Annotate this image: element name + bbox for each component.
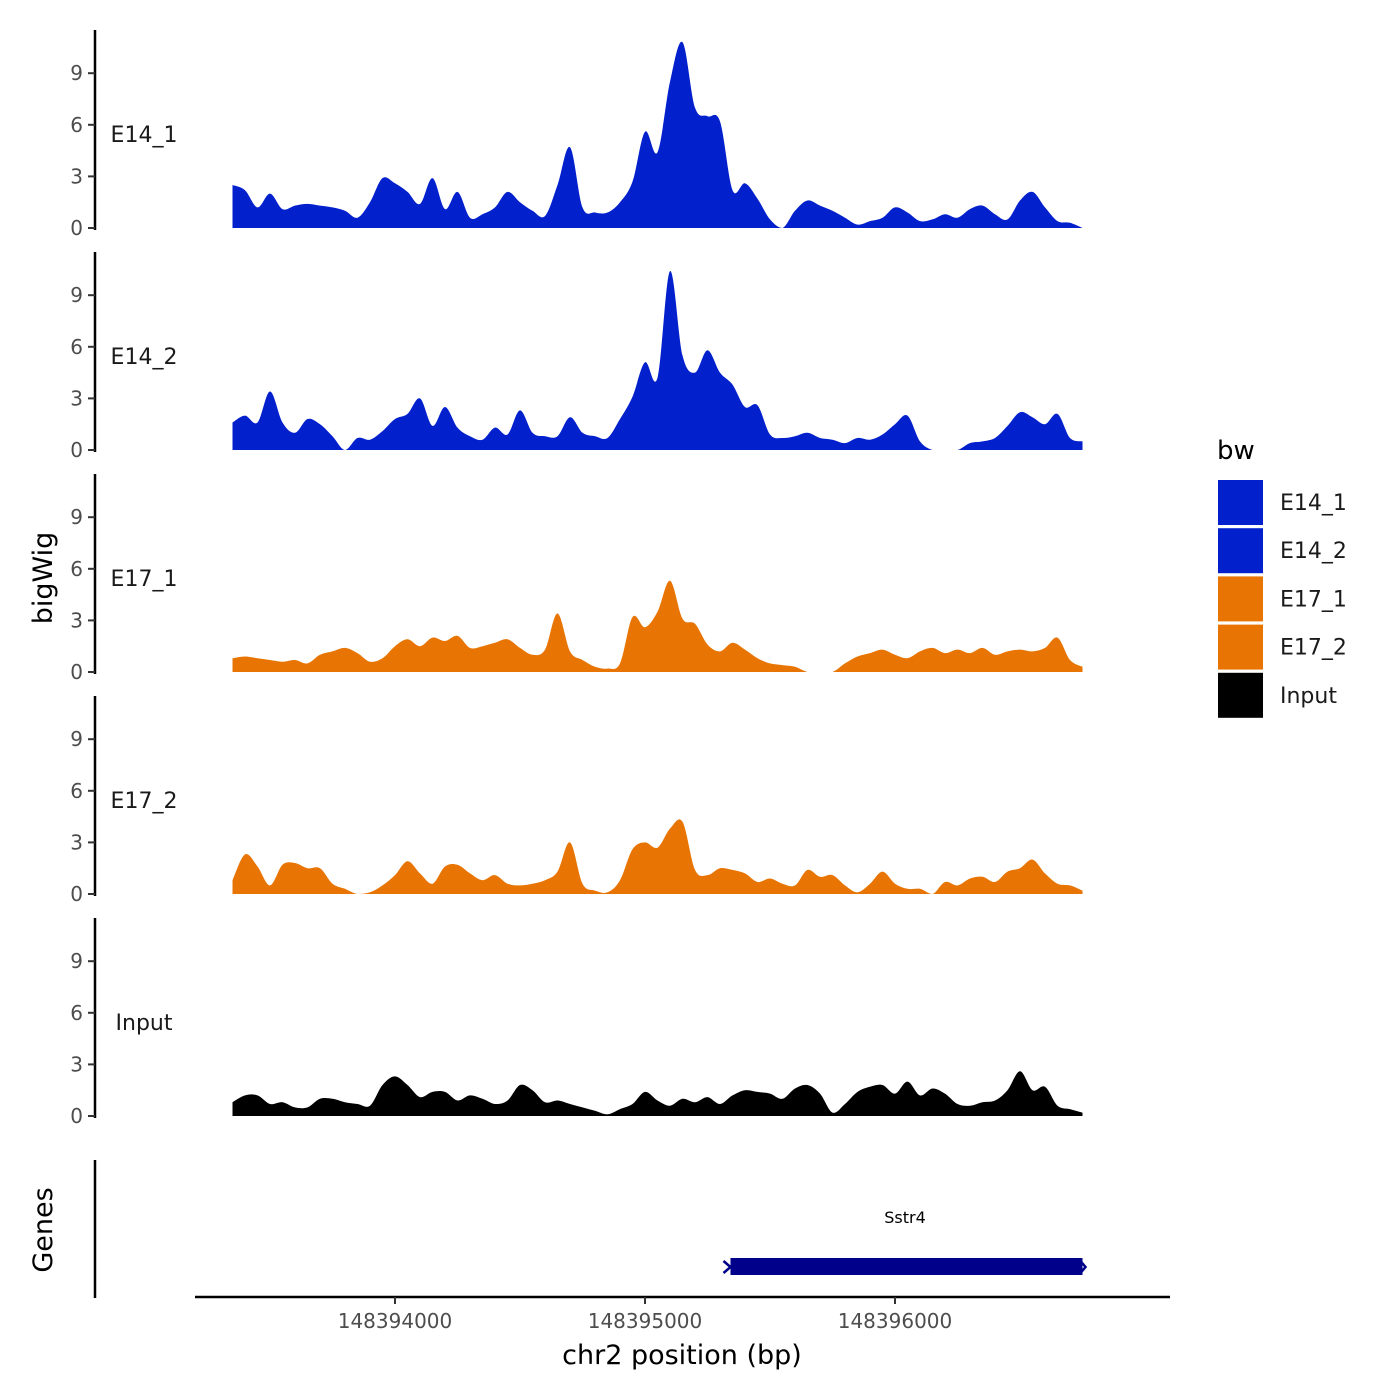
coverage-area-E17_2 (232, 819, 1083, 894)
y-tick-label: 3 (70, 830, 83, 854)
legend-item-E14_2: E14_2 (1218, 528, 1347, 574)
track-label: E14_1 (111, 123, 178, 148)
gene-body (730, 1258, 1083, 1275)
y-tick-label: 0 (70, 660, 83, 684)
x-tick-label: 148395000 (588, 1309, 703, 1333)
track-E14_2: 0 3 6 9 E14_2 (70, 252, 1083, 462)
y-tick-label: 6 (70, 113, 83, 137)
coverage-area-Input (232, 1071, 1083, 1116)
legend-swatch (1218, 528, 1263, 574)
track-E17_2: 0 3 6 9 E17_2 (70, 696, 1083, 906)
y-tick-label: 0 (70, 882, 83, 906)
y-tick-label: 3 (70, 386, 83, 410)
track-label: Input (116, 1011, 173, 1036)
y-tick-label: 6 (70, 557, 83, 581)
y-tick-label: 3 (70, 164, 83, 188)
legend-label: E17_1 (1280, 587, 1347, 612)
gene-track: Sstr4 (93, 1160, 1088, 1298)
y-tick-label: 0 (70, 216, 83, 240)
x-tick-label: 148396000 (838, 1309, 953, 1333)
legend: bw E14_1 E14_2 E17_1 E17_2 Input (1217, 436, 1347, 718)
track-panels: 0 3 6 9 E14_1 0 3 6 9 E14_2 0 3 6 9 E17_1 0 3 6 9 E17_2 0 3 6 9… (70, 30, 1083, 1128)
legend-item-E17_1: E17_1 (1218, 576, 1347, 622)
track-label: E17_2 (111, 789, 178, 814)
y-tick-label: 3 (70, 608, 83, 632)
legend-swatch (1218, 576, 1263, 622)
legend-label: E17_2 (1280, 636, 1347, 661)
track-Input: 0 3 6 9 Input (70, 918, 1083, 1128)
y-tick-label: 6 (70, 1001, 83, 1025)
gene-Sstr4: Sstr4 (722, 1208, 1088, 1275)
y-tick-label: 9 (70, 949, 83, 973)
coverage-area-E17_1 (232, 580, 1083, 672)
legend-item-E14_1: E14_1 (1218, 480, 1347, 525)
y-tick-label: 6 (70, 779, 83, 803)
y-tick-label: 9 (70, 727, 83, 751)
legend-swatch (1218, 672, 1263, 718)
x-axis: 148394000 148395000 148396000 (195, 1295, 1170, 1333)
y-tick-label: 9 (70, 283, 83, 307)
legend-label: Input (1280, 684, 1337, 709)
gene-strand-arrow (1079, 1260, 1088, 1274)
y-tick-label: 3 (70, 1052, 83, 1076)
gene-strand-arrow (722, 1260, 733, 1274)
track-label: E17_1 (111, 567, 178, 592)
x-tick-label: 148394000 (338, 1309, 453, 1333)
track-E14_1: 0 3 6 9 E14_1 (70, 30, 1083, 240)
legend-title: bw (1217, 436, 1255, 466)
y-tick-label: 9 (70, 505, 83, 529)
track-E17_1: 0 3 6 9 E17_1 (70, 474, 1083, 684)
legend-label: E14_1 (1280, 491, 1347, 516)
legend-item-E17_2: E17_2 (1218, 624, 1347, 670)
coverage-area-E14_1 (232, 41, 1083, 228)
gene-label: Sstr4 (884, 1208, 926, 1227)
y-tick-label: 0 (70, 438, 83, 462)
y-tick-label: 9 (70, 61, 83, 85)
legend-swatch (1218, 624, 1263, 670)
y-tick-label: 6 (70, 335, 83, 359)
x-axis-title: chr2 position (bp) (562, 1340, 802, 1371)
y-tick-label: 0 (70, 1104, 83, 1128)
legend-item-Input: Input (1218, 672, 1337, 718)
genes-axis-title: Genes (28, 1187, 59, 1272)
track-label: E14_2 (111, 345, 178, 370)
legend-swatch (1218, 480, 1263, 525)
coverage-area-E14_2 (232, 270, 1083, 450)
legend-label: E14_2 (1280, 539, 1347, 564)
y-axis-title: bigWig (28, 532, 59, 625)
